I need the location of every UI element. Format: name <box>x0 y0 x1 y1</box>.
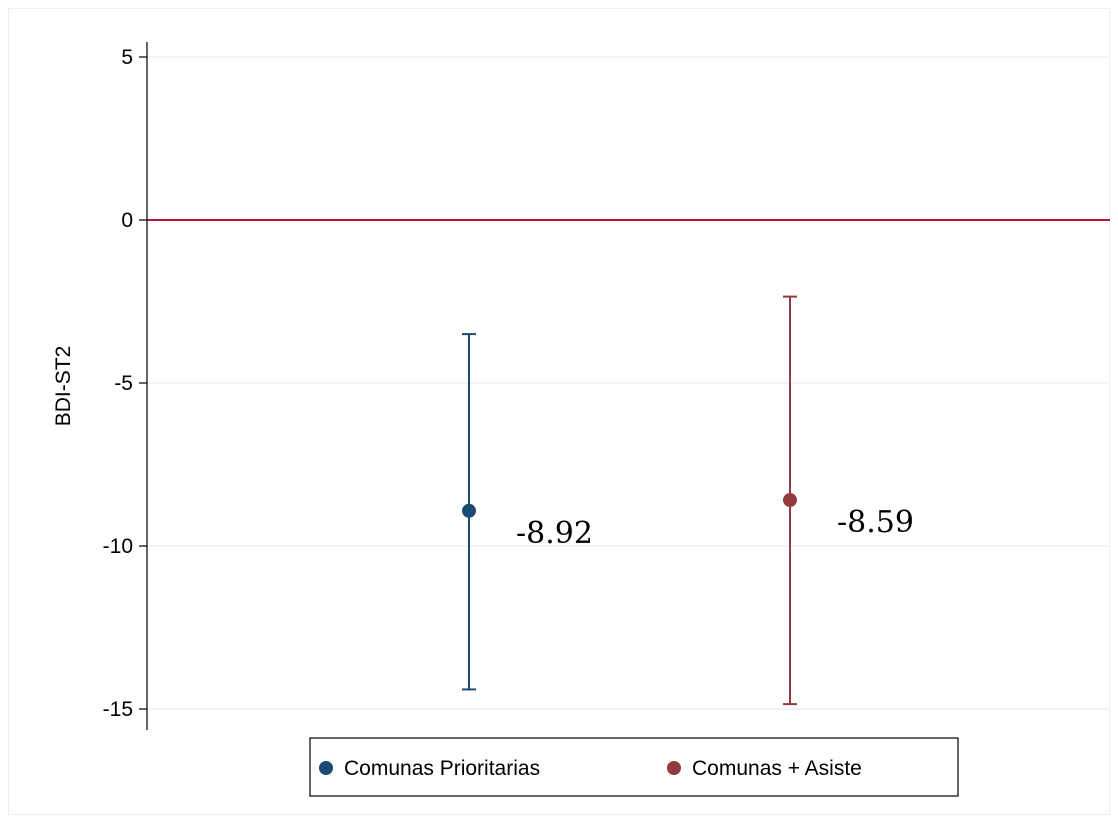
y-axis-label: BDI-ST2 <box>52 346 75 427</box>
chart-frame <box>8 8 1110 815</box>
legend-box <box>309 737 959 797</box>
y-axis: 5 0 -5 -10 -15 <box>103 42 148 730</box>
y-tick-label: 5 <box>121 46 133 69</box>
y-tick-label: -15 <box>103 698 133 721</box>
legend-marker <box>667 761 681 775</box>
y-tick-label: 0 <box>121 209 133 232</box>
data-label: -8.59 <box>837 505 914 540</box>
legend: Comunas Prioritarias Comunas + Asiste <box>309 737 959 797</box>
data-point <box>462 503 476 518</box>
legend-label: Comunas + Asiste <box>692 757 862 780</box>
data-point <box>783 493 797 508</box>
legend-label: Comunas Prioritarias <box>344 757 540 780</box>
gridlines <box>147 56 1110 710</box>
y-tick-label: -5 <box>114 372 133 395</box>
legend-marker <box>319 761 333 775</box>
series-group: -8.92 -8.59 <box>462 295 914 706</box>
data-label: -8.92 <box>516 516 593 551</box>
y-tick-label: -10 <box>103 535 133 558</box>
